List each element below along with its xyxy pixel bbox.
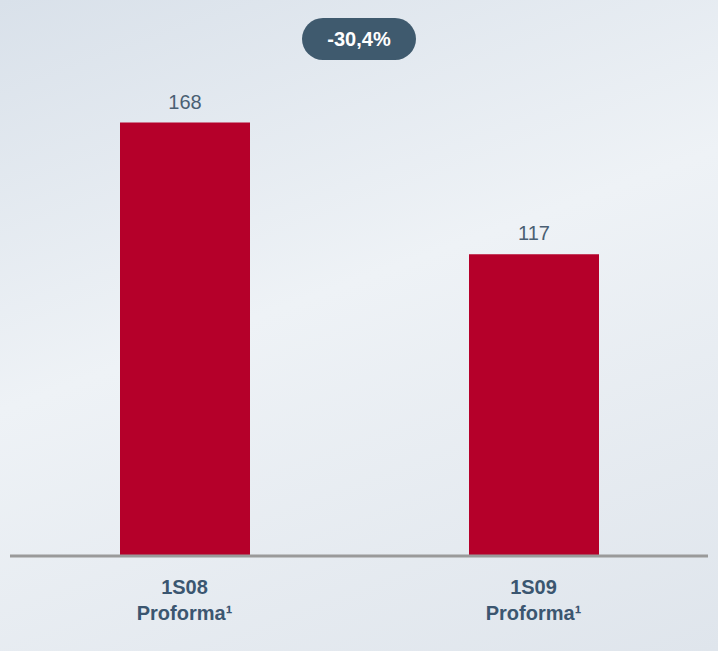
svg-text:168: 168 xyxy=(168,91,201,113)
svg-text:1S08Proforma¹: 1S08Proforma¹ xyxy=(137,576,233,624)
svg-text:117: 117 xyxy=(518,222,550,244)
html-text:-30,4%: -30,4% xyxy=(327,27,391,50)
svg-text:1S09Proforma¹: 1S09Proforma¹ xyxy=(486,576,582,624)
